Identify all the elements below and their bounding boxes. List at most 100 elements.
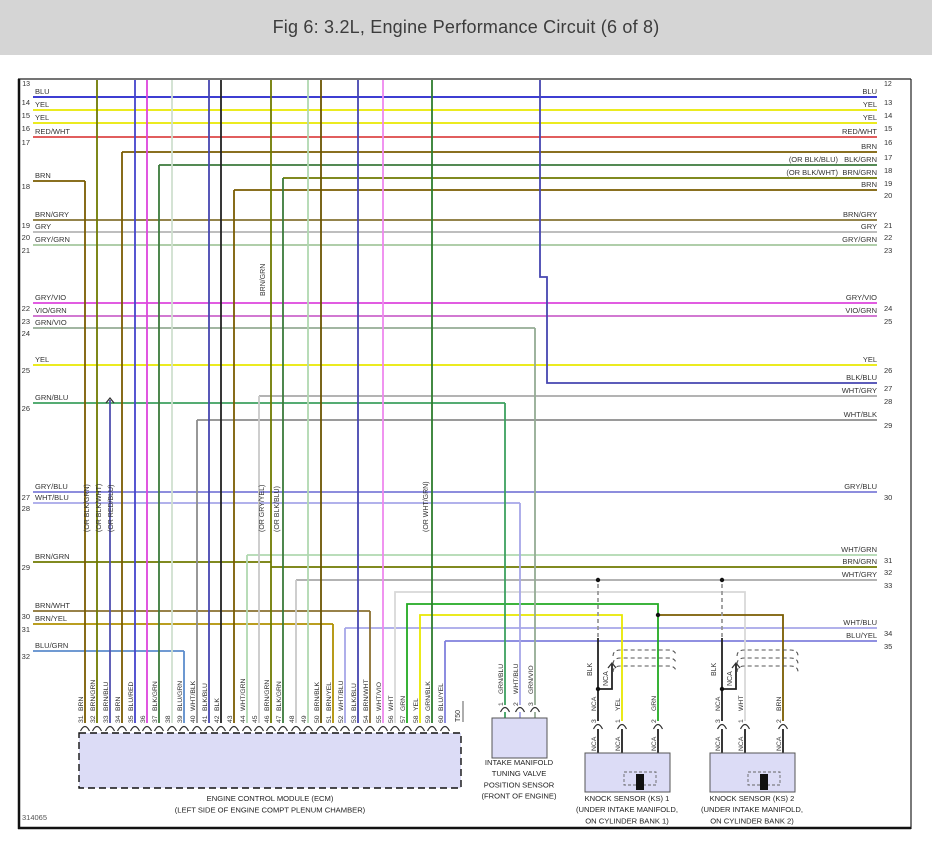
ecm-pin-number: 51 [326, 715, 333, 723]
wire-color-label: BLU [862, 87, 877, 96]
shield-lines [612, 665, 677, 673]
knock-pin-arc [777, 723, 789, 730]
pin-number: 28 [22, 504, 30, 513]
up-arrow-icon [731, 661, 741, 669]
wire-color-label: BRN/YEL [35, 614, 67, 623]
ecm-pin-label: BLK/BLU [202, 683, 209, 711]
ecm-pin-arc [389, 725, 401, 732]
ecm-pin-number: 33 [103, 715, 110, 723]
ecm-pin-label: WHT/BLU [338, 680, 345, 711]
ecm-pin-arc [253, 725, 265, 732]
ecm-pin-arc [265, 725, 277, 732]
ecm-pin-arc [290, 725, 302, 732]
pin-number: 14 [884, 111, 892, 120]
wire-color-label: BRN/GRN [842, 557, 877, 566]
pin-number: 20 [22, 233, 30, 242]
wire-color-label: BRN/WHT [35, 601, 70, 610]
intake-caption: (FRONT OF ENGINE) [482, 792, 557, 801]
pin-number: 28 [884, 397, 892, 406]
knock-pin-number: 1 [738, 719, 745, 723]
ecm-pin-number: 60 [438, 715, 445, 723]
ecm-pin-number: 47 [276, 715, 283, 723]
junction-dot [719, 577, 725, 583]
pin-number: 17 [884, 153, 892, 162]
knock-pin-label: NCA [715, 696, 722, 711]
junction-dot [595, 577, 601, 583]
ecm-pin-arc [377, 725, 389, 732]
wire-color-label: GRY/BLU [844, 482, 877, 491]
intake-pin-number: 2 [513, 702, 520, 706]
ecm-pin-arc [277, 725, 289, 732]
shield-lines [736, 665, 799, 673]
shield-lines [736, 657, 799, 665]
sensor-element [636, 774, 644, 790]
knock-caption: KNOCK SENSOR (KS) 2 [710, 794, 795, 803]
wire-color-label: YEL [35, 355, 49, 364]
ecm-pin-label: BLU/GRN [177, 681, 184, 711]
pin-number: 14 [22, 98, 30, 107]
ecm-pin-arc [241, 725, 253, 732]
knock-pin-number: 1 [615, 719, 622, 723]
wire-color-label: BLU/GRN [35, 641, 68, 650]
alt-color-label: (OR BLK/BLU) [789, 155, 839, 164]
pin-number: 33 [884, 581, 892, 590]
ecm-pin-label: BLK/GRN [276, 681, 283, 711]
vertical-wire-label: (OR BLK/WHT) [96, 484, 103, 532]
ecm-pin-arc [352, 725, 364, 732]
ecm-pin-arc [339, 725, 351, 732]
wire [419, 614, 623, 723]
ecm-pin-label: WHT/BLK [190, 680, 197, 711]
wire-color-label: YEL [863, 355, 877, 364]
knock-pin-arc [616, 723, 628, 730]
ecm-pin-arc [166, 725, 178, 732]
wire-color-label: GRN/VIO [35, 318, 67, 327]
intake-pin-arc [514, 706, 526, 713]
ecm-pin-number: 34 [115, 715, 122, 723]
ecm-pin-number: 53 [351, 715, 358, 723]
ecm-pin-number: 55 [376, 715, 383, 723]
wire-color-label: GRY/VIO [35, 293, 66, 302]
wire-color-label: GRY [861, 222, 877, 231]
wire-color-label: BRN [861, 142, 877, 151]
wire-color-label: BRN/GRN [35, 552, 70, 561]
ecm-pin-arc [116, 725, 128, 732]
figure-title: Fig 6: 3.2L, Engine Performance Circuit … [272, 17, 660, 37]
knock-pin-label: GRN [651, 696, 658, 711]
up-arrow-icon [607, 661, 617, 669]
intake-pin-label: WHT/BLU [513, 663, 520, 694]
pin-number: 31 [22, 625, 30, 634]
pin-number: 24 [22, 329, 30, 338]
knock-pin-arc [739, 723, 751, 730]
ecm-pin-arc [426, 725, 438, 732]
wire-color-label: GRY [35, 222, 51, 231]
ecm-pin-label: BRN/GRN [264, 680, 271, 711]
intake-pin-arc [529, 706, 541, 713]
ecm-pin-arc [315, 725, 327, 732]
wire-color-label: GRY/GRN [842, 235, 877, 244]
ecm-caption: ENGINE CONTROL MODULE (ECM) [207, 794, 334, 803]
ecm-pin-label: WHT/GRN [240, 678, 247, 711]
pin-number: 32 [884, 568, 892, 577]
ecm-pin-label: WHT/VIO [376, 682, 383, 711]
pin-number: 30 [884, 493, 892, 502]
vertical-wire-label: (OR RED/BLU) [108, 485, 115, 532]
pin-number: 32 [22, 652, 30, 661]
pin-number: 18 [22, 182, 30, 191]
pin-number: 18 [884, 166, 892, 175]
ecm-pin-number: 58 [413, 715, 420, 723]
shield-lines [736, 649, 799, 657]
intake-pin-label: GRN/VIO [528, 665, 535, 694]
pin-number: 30 [22, 612, 30, 621]
ecm-pin-number: 52 [338, 715, 345, 723]
ecm-pin-label: BLK [214, 698, 221, 711]
wire-color-label: VIO/GRN [35, 306, 67, 315]
pin-number: 15 [22, 111, 30, 120]
ecm-pin-arc [439, 725, 451, 732]
pin-number: 19 [884, 179, 892, 188]
pin-number: 15 [884, 124, 892, 133]
pin-number: 23 [884, 246, 892, 255]
wire [406, 603, 659, 723]
pin-number: 13 [884, 98, 892, 107]
knock-pin-label: BRN [776, 697, 783, 711]
